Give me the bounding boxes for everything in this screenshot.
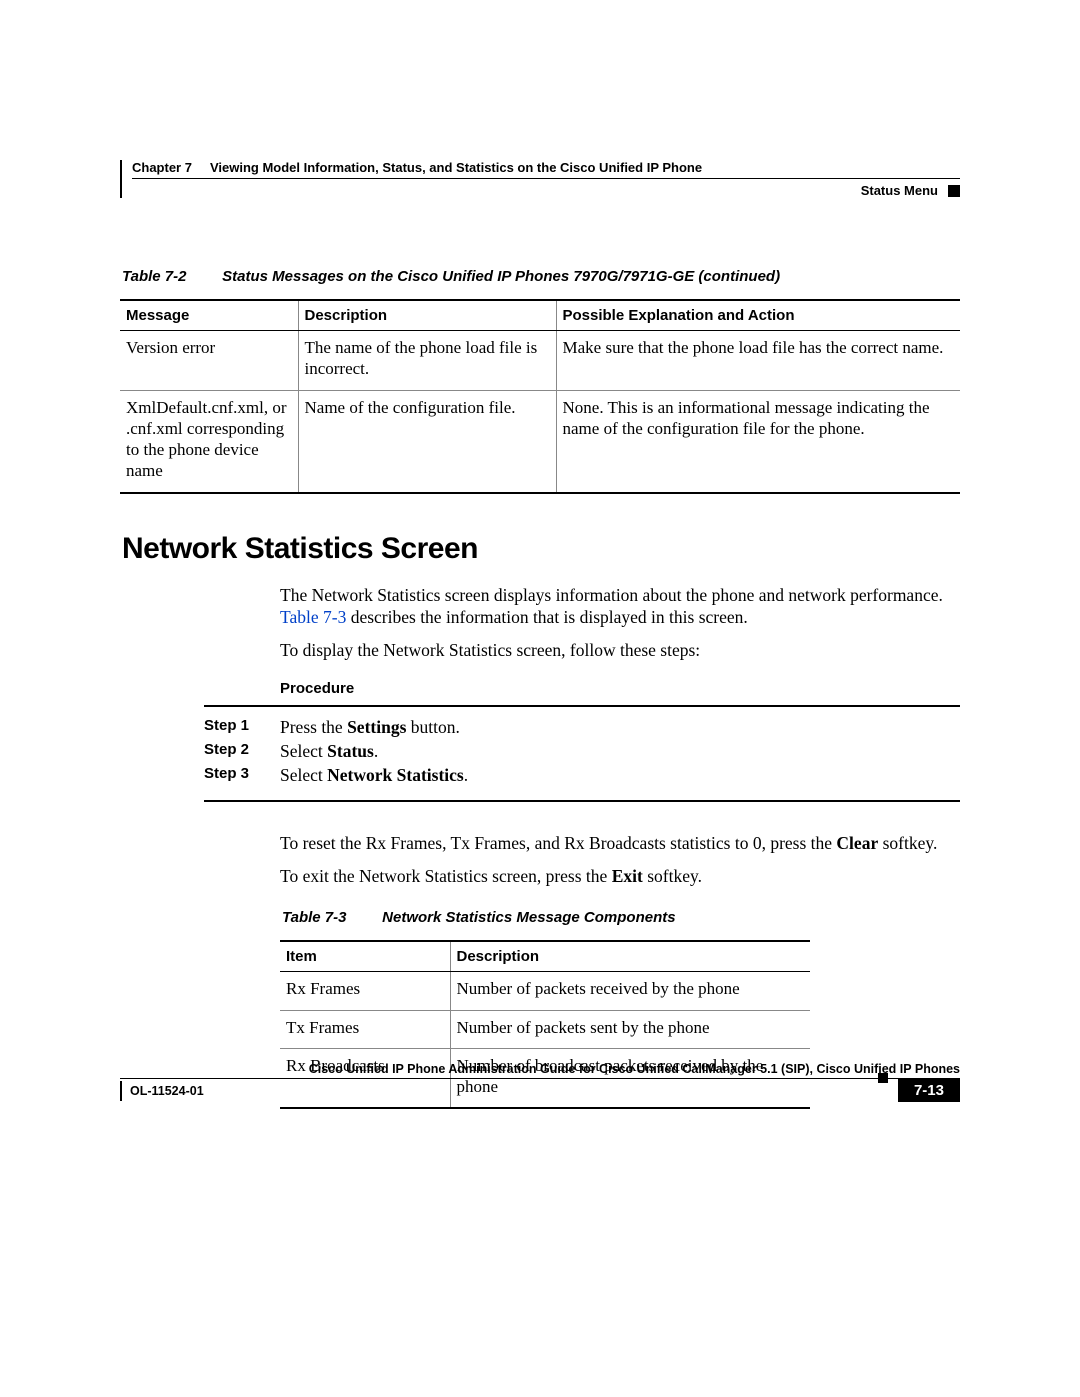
chapter-title: Viewing Model Information, Status, and S… (210, 160, 702, 175)
section-heading: Network Statistics Screen (122, 532, 960, 566)
step-label: Step 3 (204, 765, 262, 786)
col-action: Possible Explanation and Action (556, 300, 960, 331)
table-row: Tx Frames Number of packets sent by the … (280, 1010, 810, 1048)
table-7-2-title: Status Messages on the Cisco Unified IP … (222, 268, 780, 285)
table-7-3-title: Network Statistics Message Components (382, 909, 675, 926)
step-body: Select Status. (280, 741, 960, 762)
table-7-2-caption: Table 7-2 Status Messages on the Cisco U… (122, 268, 960, 285)
step-label: Step 2 (204, 741, 262, 762)
table-row: Rx Frames Number of packets received by … (280, 972, 810, 1010)
step-label: Step 1 (204, 717, 262, 738)
cell-message: XmlDefault.cnf.xml, or .cnf.xml correspo… (120, 390, 298, 493)
step-row: Step 1 Press the Settings button. (280, 717, 960, 738)
col-message: Message (120, 300, 298, 331)
procedure-rule-bottom (204, 800, 960, 802)
cell-description: Name of the configuration file. (298, 390, 556, 493)
procedure-rule-top (204, 705, 960, 707)
table-row: XmlDefault.cnf.xml, or .cnf.xml correspo… (120, 390, 960, 493)
page-content: Chapter 7 Viewing Model Information, Sta… (120, 160, 960, 1109)
intro-block: The Network Statistics screen displays i… (280, 584, 960, 888)
cell-action: Make sure that the phone load file has t… (556, 331, 960, 391)
cell-action: None. This is an informational message i… (556, 390, 960, 493)
table-row: Version error The name of the phone load… (120, 331, 960, 391)
table-7-2-number: Table 7-2 (122, 268, 218, 285)
section-name: Status Menu (861, 183, 938, 198)
running-header: Chapter 7 Viewing Model Information, Sta… (120, 160, 960, 198)
footer-marker-icon (878, 1073, 888, 1083)
cell-item: Tx Frames (280, 1010, 450, 1048)
cell-message: Version error (120, 331, 298, 391)
cell-desc: Number of packets received by the phone (450, 972, 810, 1010)
cell-desc: Number of packets sent by the phone (450, 1010, 810, 1048)
step-body: Press the Settings button. (280, 717, 960, 738)
step-row: Step 3 Select Network Statistics. (280, 765, 960, 786)
procedure-heading: Procedure (280, 680, 960, 697)
table-7-3-link[interactable]: Table 7-3 (280, 607, 346, 627)
footer-doc-id: OL-11524-01 (120, 1081, 204, 1101)
table-header-row: Item Description (280, 941, 810, 972)
chapter-number: Chapter 7 (132, 160, 192, 175)
after-paragraph-2: To exit the Network Statistics screen, p… (280, 865, 960, 888)
table-7-3-caption: Table 7-3 Network Statistics Message Com… (282, 909, 810, 926)
page-number-badge: 7-13 (898, 1079, 960, 1102)
after-paragraph-1: To reset the Rx Frames, Tx Frames, and R… (280, 832, 960, 855)
intro-paragraph-2: To display the Network Statistics screen… (280, 639, 960, 662)
table-header-row: Message Description Possible Explanation… (120, 300, 960, 331)
running-footer: Cisco Unified IP Phone Administration Gu… (120, 1059, 960, 1102)
step-row: Step 2 Select Status. (280, 741, 960, 762)
col-description: Description (298, 300, 556, 331)
footer-book-title: Cisco Unified IP Phone Administration Gu… (120, 1059, 960, 1078)
intro-paragraph-1: The Network Statistics screen displays i… (280, 584, 960, 630)
header-marker-icon (948, 185, 960, 197)
col-desc: Description (450, 941, 810, 972)
cell-item: Rx Frames (280, 972, 450, 1010)
table-7-3-number: Table 7-3 (282, 909, 378, 926)
step-body: Select Network Statistics. (280, 765, 960, 786)
col-item: Item (280, 941, 450, 972)
table-7-2: Message Description Possible Explanation… (120, 299, 960, 494)
cell-description: The name of the phone load file is incor… (298, 331, 556, 391)
